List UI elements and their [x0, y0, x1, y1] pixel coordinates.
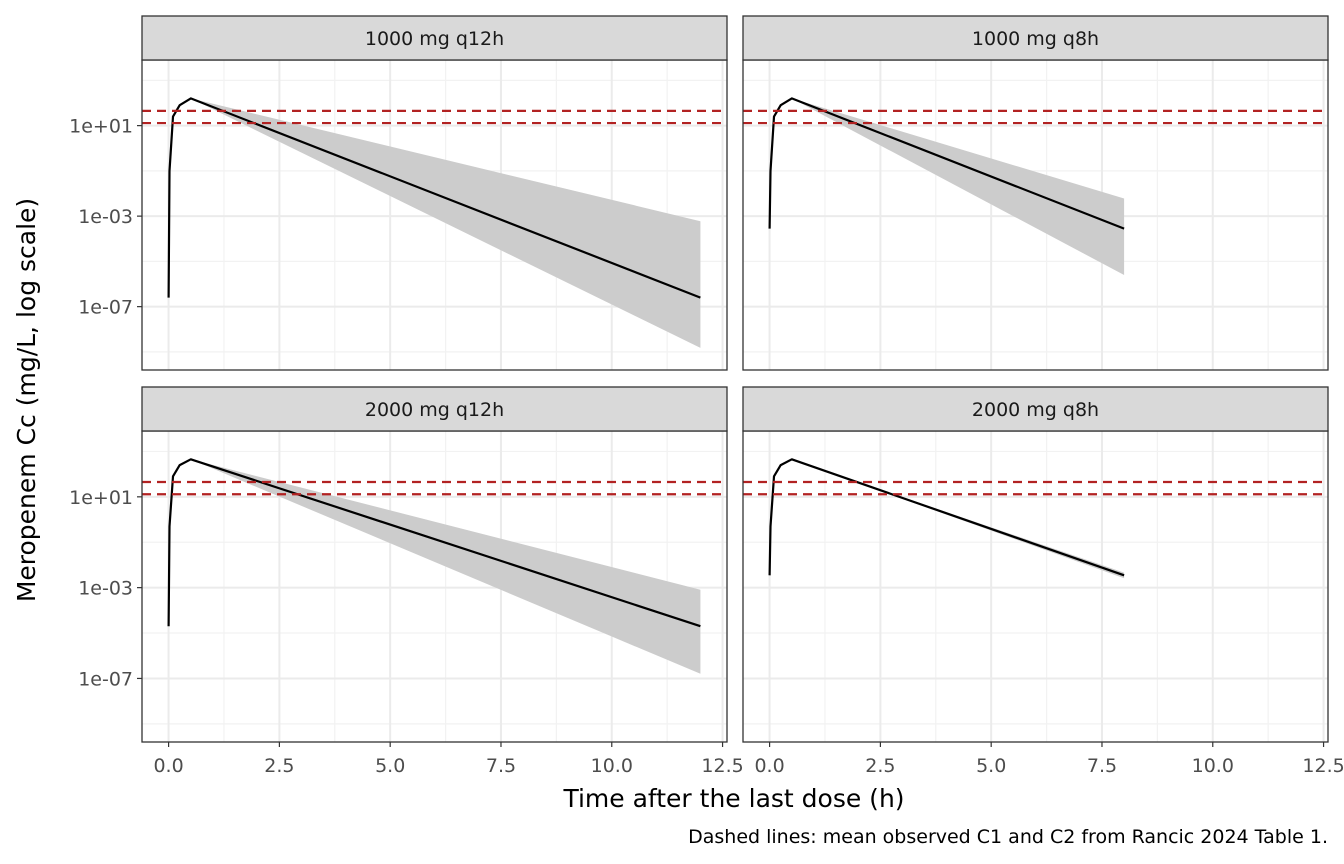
x-tick-label: 0.0: [153, 755, 183, 777]
x-tick-label: 7.5: [1087, 755, 1117, 777]
facet-strip-label: 2000 mg q12h: [365, 399, 504, 421]
y-tick-label: 1e+01: [69, 116, 133, 138]
panel-3: 2000 mg q12h 1e-07 1e-03 1e+01 0.0 2.5 5.0 7.5 1…: [69, 386, 744, 777]
x-tick-label: 10.0: [1192, 755, 1234, 777]
x-tick-label: 7.5: [486, 755, 516, 777]
x-tick-label: 2.5: [865, 755, 895, 777]
panel-4: 2000 mg q8h 0.0 2.5 5.0 7.5 10.0 12.5: [742, 386, 1344, 777]
y-axis-title: Meropenem Cc (mg/L, log scale): [12, 198, 41, 602]
y-tick-label: 1e+01: [69, 487, 133, 509]
confidence-band: [168, 98, 701, 348]
facet-strip: [141, 15, 728, 61]
facet-panels: 1000 mg q12h 1e-07 1e-03 1e+01 1000 mg q8h 20…: [69, 15, 1344, 777]
facet-strip-label: 1000 mg q8h: [972, 28, 1099, 50]
facet-strip-label: 1000 mg q12h: [365, 28, 504, 50]
x-tick-label: 12.5: [701, 755, 743, 777]
facet-strip-label: 2000 mg q8h: [972, 399, 1099, 421]
y-tick-label: 1e-03: [78, 578, 133, 600]
y-tick-label: 1e-07: [78, 668, 133, 690]
confidence-band: [168, 459, 701, 674]
panel-2: 1000 mg q8h: [742, 15, 1329, 371]
panel-1: 1000 mg q12h 1e-07 1e-03 1e+01: [69, 15, 728, 371]
concentration-line: [768, 458, 1125, 577]
chart-caption: Dashed lines: mean observed C1 and C2 fr…: [688, 826, 1328, 848]
x-axis-title: Time after the last dose (h): [562, 784, 904, 813]
y-tick-label: 1e-07: [78, 297, 133, 319]
x-tick-label: 5.0: [976, 755, 1006, 777]
facet-strip: [141, 386, 728, 432]
confidence-band: [769, 98, 1125, 276]
facet-strip: [742, 15, 1329, 61]
y-tick-label: 1e-03: [78, 206, 133, 228]
x-tick-label: 2.5: [264, 755, 294, 777]
panel-background: [743, 431, 1328, 742]
x-tick-label: 10.0: [591, 755, 633, 777]
x-tick-label: 5.0: [375, 755, 405, 777]
facet-strip: [742, 386, 1329, 432]
concentration-line: [167, 458, 701, 628]
x-tick-label: 12.5: [1302, 755, 1344, 777]
x-tick-label: 0.0: [754, 755, 784, 777]
